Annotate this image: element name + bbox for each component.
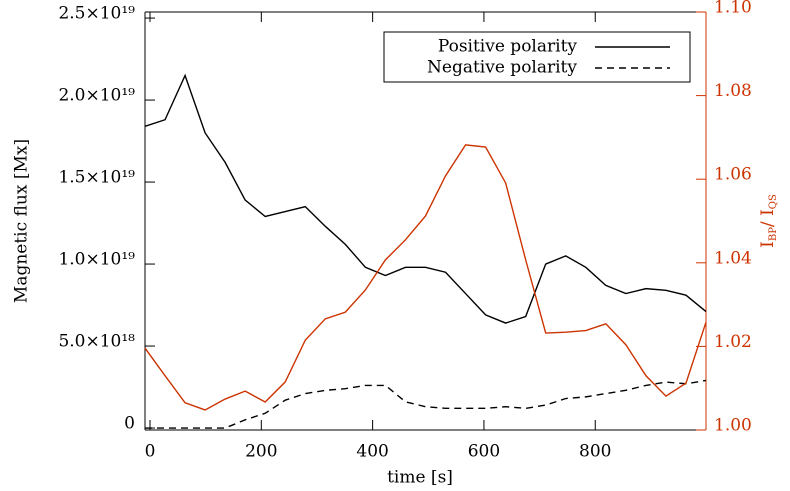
y2-tick-label: 1.06 — [714, 165, 752, 185]
y2-label-part: / I — [758, 209, 778, 227]
x-tick-label: 800 — [579, 442, 611, 462]
y2-tick-label: 1.10 — [714, 0, 752, 18]
legend-label: Positive polarity — [438, 37, 578, 57]
legend-label: Negative polarity — [427, 58, 577, 78]
data-line — [144, 144, 707, 411]
data-line — [144, 73, 707, 324]
y-tick-label: 1.5×10¹⁹ — [58, 168, 135, 188]
y2-tick-label: 1.00 — [714, 416, 752, 436]
data-line — [145, 379, 707, 429]
x-tick-label: 400 — [356, 442, 388, 462]
y2-tick-label: 1.02 — [714, 332, 752, 352]
y-tick-label: 1.0×10¹⁹ — [58, 250, 135, 270]
x-tick-label: 200 — [245, 442, 277, 462]
y2-axis-label: IBP/ IQS — [758, 194, 779, 248]
y-tick-label: 2.0×10¹⁹ — [58, 86, 135, 106]
x-tick-label: 0 — [145, 442, 156, 462]
legend-box — [383, 31, 691, 83]
y-axis-label: Magnetic flux [Mx] — [12, 139, 32, 303]
y2-tick-label: 1.08 — [714, 81, 752, 101]
x-axis-label: time [s] — [387, 468, 453, 488]
y-tick-label: 2.5×10¹⁹ — [58, 4, 135, 24]
y-tick-label: 5.0×10¹⁸ — [58, 332, 135, 352]
y-tick-label: 0 — [124, 414, 135, 434]
y2-label-part: BP — [768, 227, 779, 241]
y2-label-part: I — [758, 241, 778, 248]
y2-label-part: QS — [768, 194, 779, 209]
x-tick-label: 600 — [468, 442, 500, 462]
y2-tick-label: 1.04 — [714, 248, 752, 268]
